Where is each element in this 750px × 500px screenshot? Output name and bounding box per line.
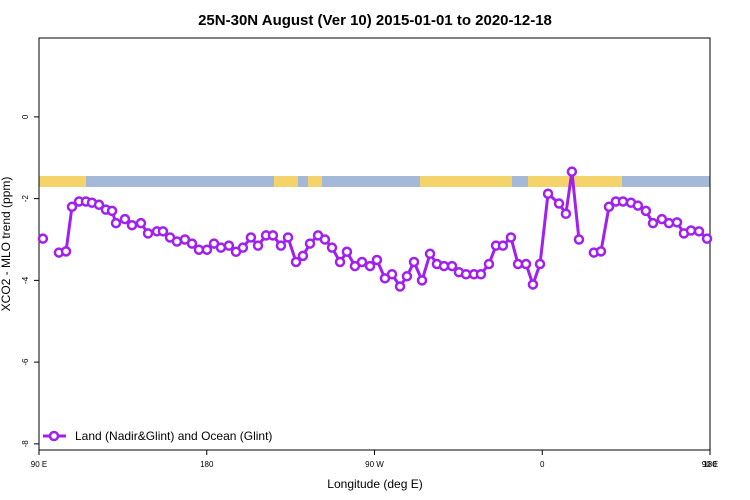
point [142,228,154,239]
ocean-band [39,176,710,187]
point [37,233,49,244]
point [573,234,585,245]
point [186,238,198,249]
land-band [308,176,322,187]
y-tick-label: -8 [21,440,30,448]
point [157,226,169,237]
point [110,217,122,229]
point [632,200,644,211]
x-tick-label: 90 E [702,460,718,469]
point [542,188,554,199]
point [617,196,629,207]
point [341,246,353,258]
plot-frame [38,37,711,451]
y-tick-label: -6 [21,358,30,366]
point [416,275,428,286]
point [553,198,565,209]
point [201,244,213,255]
point [171,236,183,247]
y-tick-label: 0 [21,114,30,119]
point [237,242,249,253]
point [671,217,683,228]
point [663,217,675,229]
point [275,240,287,251]
x-tick-label: 0 [540,460,545,469]
point [252,240,264,251]
land-band [420,176,512,187]
legend-marker [48,430,60,442]
point [135,217,147,229]
point [245,232,257,243]
y-tick-label: -2 [21,195,30,203]
x-tick-label: 90 E [31,460,47,469]
point [497,240,509,251]
land-band [39,176,86,187]
point [60,246,72,257]
point [93,199,105,211]
point [326,242,338,253]
point [66,201,78,213]
point [483,258,495,270]
point [364,260,376,272]
point [424,248,436,260]
point [386,268,398,280]
point [527,279,539,290]
x-tick-label: 180 [200,460,214,469]
point [446,260,458,272]
point [701,233,713,244]
point [319,234,331,245]
point [693,226,705,237]
point [560,208,572,220]
x-tick-label: 90 W [365,460,384,469]
point [297,250,309,262]
point [505,232,517,243]
point [520,258,532,270]
land-band [274,176,298,187]
point [223,240,235,251]
y-axis-label: XCO2 - MLO trend (ppm) [0,177,13,312]
x-axis-label: Longitude (deg E) [327,477,422,491]
point [371,254,383,266]
point [119,213,131,225]
point [640,205,652,217]
point [408,256,420,268]
point [334,256,346,268]
point [603,201,615,213]
point [282,232,294,243]
point [394,281,406,292]
point [215,242,227,253]
point [356,256,368,268]
legend-label: Land (Nadir&Glint) and Ocean (Glint) [75,429,272,443]
point [685,225,697,236]
point [566,166,578,177]
point [304,238,316,249]
point [595,246,607,257]
point [126,219,138,231]
point [534,258,546,270]
point [475,268,487,280]
land-ocean-band [39,176,710,187]
y-tick-label: -4 [21,276,30,284]
chart-title: 25N-30N August (Ver 10) 2015-01-01 to 20… [198,12,552,29]
x-tick-label: 180 [703,460,717,469]
point [106,205,118,217]
point [290,256,302,268]
point [647,217,659,229]
point [401,271,413,282]
land-band [528,176,622,187]
point [267,230,279,241]
